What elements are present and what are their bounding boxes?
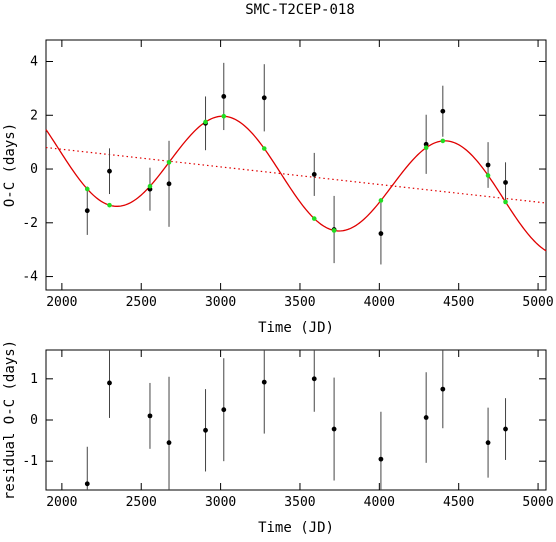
trend-line [45,146,547,204]
observed-point [166,181,172,187]
top-x-tick-label: 5000 [522,295,553,310]
residual-point [261,379,267,385]
top-panel: 2000 2500 3000 3500 4000 4500 5000 -4 -2 0 2 4 Tim… [2,39,554,336]
observed-point [221,94,227,99]
model-point [166,160,172,165]
observed-point [423,141,429,147]
bottom-x-tick-label: 4500 [443,495,474,510]
model-point [485,173,491,178]
bottom-x-tick-label: 3500 [284,495,315,510]
top-plot-frame [45,39,547,291]
top-x-axis-label: Time (JD) [258,320,334,336]
top-x-tick-label: 3000 [205,295,236,310]
residual-point [485,440,491,446]
model-point [440,138,446,144]
residual-point [147,413,153,419]
bottom-y-tick-label: 0 [30,413,38,428]
model-point [203,119,208,125]
top-x-tick-label: 3500 [284,295,315,310]
bottom-plot-frame [45,349,547,491]
bottom-panel: 2000 2500 3000 3500 4000 4500 5000 -1 0 1 Time (… [2,340,554,536]
top-x-ticks: 2000 2500 3000 3500 4000 4500 5000 [46,40,554,310]
residual-point [311,376,317,382]
model-point [107,202,112,208]
residual-point [423,415,429,420]
residual-point [331,426,337,432]
model-point [311,216,317,221]
residual-point [84,481,90,487]
observed-point [84,208,90,214]
residual-point [221,407,227,413]
model-curve [45,115,547,252]
observed-point [378,231,384,236]
top-y-tick-label: -4 [22,270,38,285]
residual-point [503,426,508,432]
residual-point [166,440,172,446]
observed-point [107,168,112,174]
observed-point [311,172,317,177]
top-x-tick-label: 4500 [443,295,474,310]
model-point [503,199,508,205]
model-point [84,186,90,192]
top-y-tick-label: 0 [30,162,38,177]
bottom-x-tick-label: 2500 [126,495,157,510]
top-y-tick-label: 2 [30,108,38,123]
top-x-tick-label: 2500 [126,295,157,310]
bottom-x-tick-label: 5000 [522,495,553,510]
model-point [221,113,227,119]
observed-point [503,180,508,185]
bottom-x-tick-label: 2000 [46,495,77,510]
bottom-y-axis-label: residual O-C (days) [2,340,18,500]
bottom-x-tick-label: 4000 [364,495,395,510]
bottom-x-tick-label: 3000 [205,495,236,510]
bottom-x-ticks: 2000 2500 3000 3500 4000 4500 5000 [46,350,554,510]
model-point [378,198,384,203]
top-x-tick-label: 2000 [46,295,77,310]
observed-point [485,162,491,168]
observed-point [261,95,267,101]
model-point [423,145,429,151]
bottom-y-tick-label: -1 [22,454,38,469]
model-point [147,183,153,189]
model-point [331,228,337,233]
residual-point [378,456,384,462]
residual-point [107,380,112,386]
chart-title: SMC-T2CEP-018 [245,2,355,18]
top-y-tick-label: 4 [30,55,38,70]
top-x-tick-label: 4000 [364,295,395,310]
top-y-tick-label: -2 [22,216,38,231]
top-y-ticks: -4 -2 0 2 4 [22,55,546,285]
observed-point [440,108,446,114]
residual-point [203,427,208,433]
model-point [261,146,267,151]
residual-point [440,386,446,392]
bottom-x-axis-label: Time (JD) [258,520,334,536]
top-y-axis-label: O-C (days) [2,123,18,207]
top-marks [45,62,547,265]
bottom-y-tick-label: 1 [30,372,38,387]
bottom-y-ticks: -1 0 1 [22,372,546,469]
bottom-marks [84,350,508,490]
